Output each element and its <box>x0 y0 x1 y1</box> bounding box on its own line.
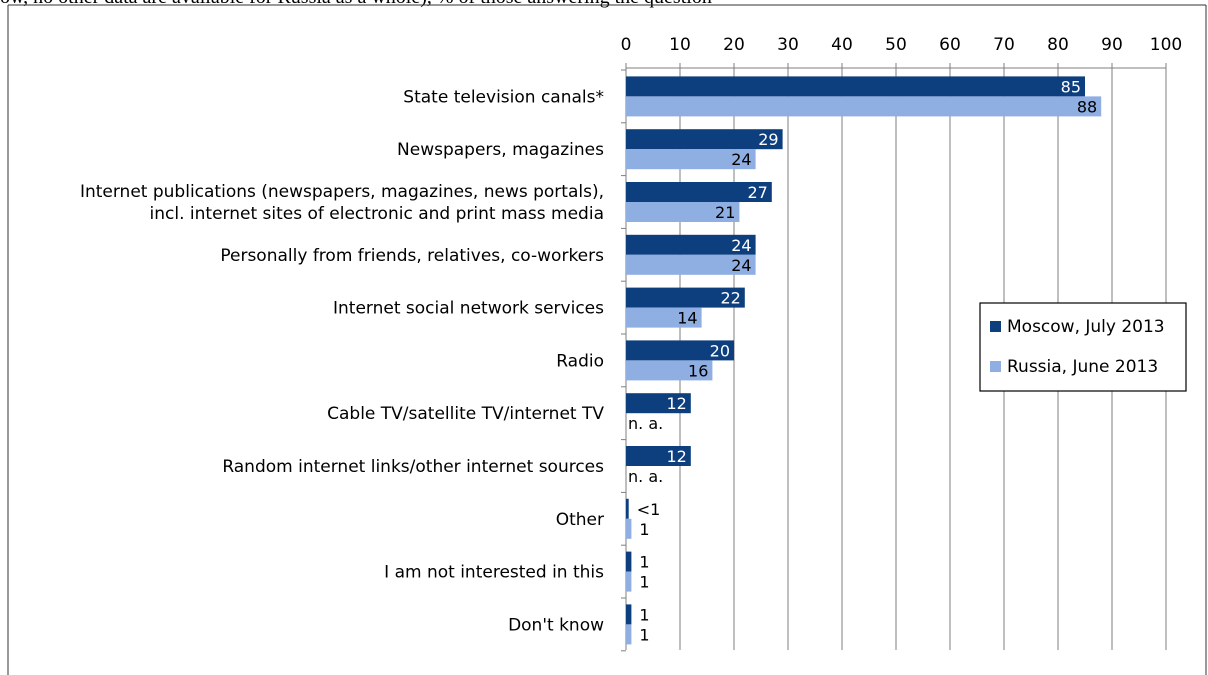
x-tick-label: 0 <box>621 35 632 55</box>
x-tick-label: 30 <box>777 35 799 55</box>
bar-russia <box>626 571 632 592</box>
bar-russia <box>626 518 632 539</box>
category-label: I am not interested in this <box>384 563 604 583</box>
legend-box <box>979 302 1187 392</box>
data-label: 24 <box>731 256 751 275</box>
data-label: 12 <box>666 447 686 466</box>
bar-moscow <box>626 287 745 308</box>
category-label: Don't know <box>508 615 604 635</box>
bar-russia <box>626 149 756 170</box>
legend-label: Russia, June 2013 <box>1007 357 1158 377</box>
data-label: 1 <box>639 573 649 592</box>
x-tick-label: 90 <box>1101 35 1123 55</box>
x-tick-label: 10 <box>669 35 691 55</box>
legend-swatch <box>990 361 1001 372</box>
bar-russia <box>626 254 756 275</box>
x-tick-label: 50 <box>885 35 907 55</box>
category-label: Other <box>556 510 604 530</box>
category-label: Newspapers, magazines <box>397 140 604 160</box>
data-label: 1 <box>639 553 649 572</box>
data-label: 1 <box>639 625 649 644</box>
x-tick-label: 40 <box>831 35 853 55</box>
data-label: 20 <box>710 341 730 360</box>
bar-russia <box>626 307 702 328</box>
x-tick-label: 80 <box>1047 35 1069 55</box>
bar-moscow <box>626 340 734 361</box>
category-label: incl. internet sites of electronic and p… <box>150 204 604 224</box>
legend-swatch <box>990 321 1001 332</box>
category-label: Personally from friends, relatives, co-w… <box>220 246 604 266</box>
x-tick-label: 60 <box>939 35 961 55</box>
data-label: 22 <box>720 289 740 308</box>
bar-moscow <box>626 551 632 572</box>
category-label: Radio <box>556 351 604 371</box>
data-label: 27 <box>747 183 767 202</box>
x-tick-label: 70 <box>993 35 1015 55</box>
category-label: Internet social network services <box>333 299 604 319</box>
bar-moscow <box>626 393 691 414</box>
data-label: 29 <box>758 130 778 149</box>
category-label: Internet publications (newspapers, magaz… <box>80 182 604 202</box>
data-label: 21 <box>715 203 735 222</box>
data-label: 14 <box>677 309 697 328</box>
category-label: State television canals* <box>403 87 604 107</box>
data-label: 12 <box>666 394 686 413</box>
bar-russia <box>626 96 1102 117</box>
data-label-na: n. a. <box>628 414 663 433</box>
data-label: 1 <box>639 605 649 624</box>
data-label: 88 <box>1077 97 1097 116</box>
bar-moscow <box>626 182 772 202</box>
bar-moscow <box>626 76 1085 97</box>
category-label: Random internet links/other internet sou… <box>222 457 604 477</box>
data-label: <1 <box>637 500 661 519</box>
bar-moscow <box>626 604 632 625</box>
bar-russia <box>626 360 713 381</box>
bar-moscow <box>626 446 691 466</box>
x-tick-label: 100 <box>1150 35 1182 55</box>
category-label: Cable TV/satellite TV/internet TV <box>327 404 604 424</box>
bar-moscow <box>626 129 783 150</box>
bar-moscow <box>626 234 756 255</box>
data-label: 1 <box>639 520 649 539</box>
bar-russia <box>626 202 740 222</box>
bar-russia <box>626 624 632 645</box>
data-label: 16 <box>688 361 708 380</box>
bar-moscow <box>626 498 629 519</box>
data-label: 85 <box>1061 77 1081 96</box>
x-tick-label: 20 <box>723 35 745 55</box>
data-label: 24 <box>731 236 751 255</box>
legend-label: Moscow, July 2013 <box>1007 317 1165 337</box>
data-label-na: n. a. <box>628 467 663 486</box>
header-fragment: ow, no other data are available for Russ… <box>0 0 712 9</box>
data-label: 24 <box>731 150 751 169</box>
